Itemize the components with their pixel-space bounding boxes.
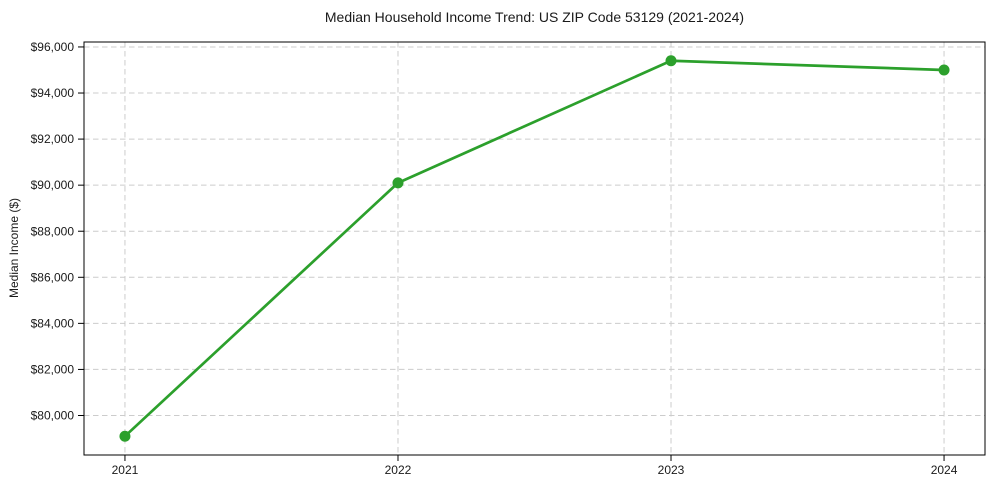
x-tick-label: 2023 [658,463,685,477]
x-tick-label: 2022 [385,463,412,477]
axis-frame [83,41,986,456]
data-point [665,55,677,67]
x-tick-label: 2024 [931,463,958,477]
y-tick-label: $88,000 [31,224,75,238]
x-tick-label: 2021 [112,463,139,477]
data-point [119,430,131,442]
data-point [938,64,950,76]
y-tick-label: $90,000 [31,178,75,192]
data-line [123,59,946,438]
y-tick-label: $86,000 [31,270,75,284]
y-tick-label: $80,000 [31,409,75,423]
y-tick-label: $94,000 [31,86,75,100]
y-tick-label: $92,000 [31,132,75,146]
data-point [392,177,404,189]
chart-title: Median Household Income Trend: US ZIP Co… [324,9,745,25]
y-tick-label: $84,000 [31,316,75,330]
y-tick-label: $82,000 [31,363,75,377]
y-tick-label: $96,000 [31,40,75,54]
